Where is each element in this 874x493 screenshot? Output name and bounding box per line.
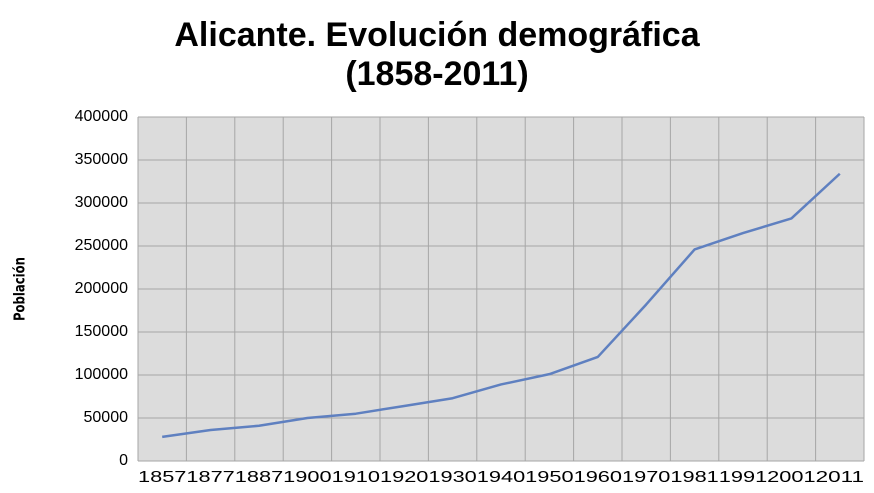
- x-tick-label: 1981: [670, 469, 719, 486]
- x-tick-label: 1910: [332, 469, 381, 486]
- x-tick-label: 1877: [186, 469, 235, 486]
- y-tick-label: 200000: [75, 280, 128, 297]
- x-tick-label: 1887: [235, 469, 284, 486]
- chart-title: (1858-2011): [345, 55, 528, 93]
- y-tick-label: 250000: [75, 237, 128, 254]
- x-tick-label: 1940: [477, 469, 526, 486]
- x-tick-label: 1857: [138, 469, 187, 486]
- y-tick-label: 50000: [84, 409, 129, 426]
- y-tick-label: 300000: [75, 194, 128, 211]
- x-tick-label: 2011: [816, 469, 865, 486]
- x-tick-label: 1960: [574, 469, 623, 486]
- x-tick-label: 1970: [622, 469, 671, 486]
- y-axis-label: Población: [11, 257, 29, 321]
- x-tick-label: 1930: [428, 469, 477, 486]
- data-line: [162, 172, 841, 439]
- y-tick-label: 150000: [75, 323, 128, 340]
- y-tick-label: 400000: [75, 108, 128, 125]
- y-tick-label: 350000: [75, 151, 128, 168]
- x-tick-label: 1950: [525, 469, 574, 486]
- x-tick-label: 1900: [283, 469, 332, 486]
- x-tick-label: 1991: [719, 469, 768, 486]
- x-tick-label: 1920: [380, 469, 429, 486]
- chart-title: Alicante. Evolución demográfica: [174, 16, 700, 54]
- x-tick-label: 2001: [767, 469, 816, 486]
- y-tick-label: 0: [119, 452, 128, 469]
- y-tick-label: 100000: [75, 366, 128, 383]
